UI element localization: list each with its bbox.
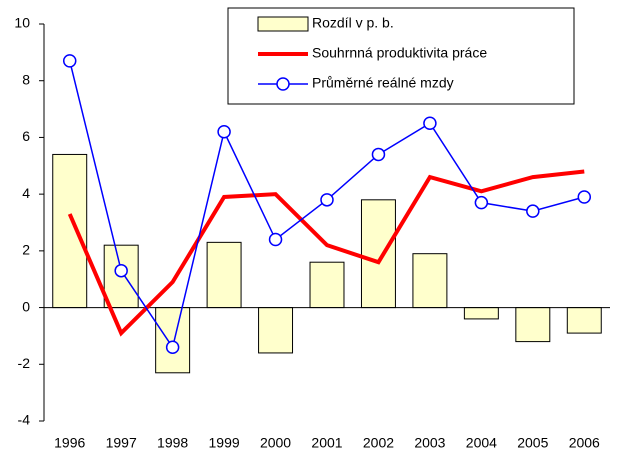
y-tick-label: 10	[14, 15, 30, 31]
bar	[258, 307, 294, 354]
marker	[217, 125, 231, 139]
x-tick-label: 1999	[209, 435, 240, 451]
legend-marker	[276, 77, 290, 91]
bar	[360, 199, 396, 309]
x-tick-label: 2002	[363, 435, 394, 451]
y-tick-label: 4	[22, 185, 30, 201]
marker	[526, 204, 540, 218]
marker	[268, 232, 283, 247]
bar	[463, 307, 499, 320]
x-tick-label: 1997	[106, 435, 137, 451]
bar	[206, 241, 242, 309]
x-tick-label: 2001	[311, 435, 342, 451]
y-tick-label: 2	[22, 242, 30, 258]
marker	[577, 190, 592, 204]
marker	[320, 193, 334, 207]
bar	[412, 253, 448, 309]
y-tick-label: 8	[22, 71, 30, 87]
bar	[52, 153, 88, 309]
legend-swatch	[257, 16, 309, 32]
legend-label: Rozdíl v p. b.	[312, 15, 394, 31]
marker	[165, 340, 180, 355]
marker	[371, 147, 386, 162]
y-tick-label: 6	[22, 128, 30, 144]
marker	[62, 54, 77, 68]
bar	[515, 307, 551, 343]
x-tick-label: 2000	[260, 435, 291, 451]
legend-label: Průměrné reálné mzdy	[312, 75, 454, 91]
bar	[155, 307, 191, 374]
bar	[103, 244, 139, 309]
x-tick-label: 2003	[414, 435, 445, 451]
x-tick-label: 2005	[517, 435, 548, 451]
bar	[309, 261, 345, 309]
marker	[114, 263, 128, 278]
y-tick-label: -2	[18, 355, 31, 371]
x-tick-label: 2006	[569, 435, 600, 451]
line	[67, 169, 585, 337]
y-tick-label: 0	[22, 298, 30, 314]
marker	[423, 116, 437, 130]
x-tick-label: 2004	[466, 435, 497, 451]
y-tick-label: -4	[18, 412, 31, 428]
legend-label: Souhrnná produktivita práce	[312, 45, 487, 61]
marker	[474, 195, 489, 210]
x-tick-label: 1996	[54, 435, 85, 451]
bar	[566, 307, 602, 334]
x-tick-label: 1998	[157, 435, 188, 451]
